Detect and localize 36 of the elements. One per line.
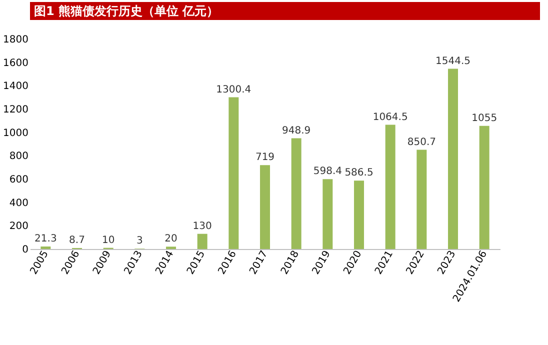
- data-label: 130: [192, 220, 212, 232]
- y-tick-label: 1600: [3, 58, 28, 69]
- y-tick-label: 0: [22, 244, 28, 256]
- bar: [416, 150, 427, 249]
- data-label: 598.4: [313, 166, 342, 178]
- data-label: 21.3: [34, 234, 57, 245]
- data-label: 586.5: [344, 168, 374, 179]
- bar: [354, 180, 364, 249]
- data-label: 1300.4: [216, 84, 252, 96]
- y-tick-label: 1000: [3, 128, 28, 139]
- y-tick-label: 200: [9, 221, 28, 232]
- bar: [228, 97, 239, 249]
- bar: [260, 165, 270, 249]
- data-label: 1064.5: [372, 112, 408, 123]
- y-tick-label: 1400: [3, 81, 28, 92]
- data-label: 948.9: [282, 125, 311, 136]
- bar: [322, 179, 333, 249]
- data-label: 3: [136, 236, 143, 247]
- y-tick-label: 1200: [3, 104, 28, 116]
- data-label: 719: [255, 152, 275, 164]
- y-tick-label: 800: [9, 151, 28, 162]
- y-tick-label: 1800: [3, 34, 28, 46]
- bar: [291, 138, 302, 249]
- data-label: 1055: [472, 112, 498, 124]
- y-tick-label: 400: [9, 198, 28, 209]
- bar: [479, 126, 490, 249]
- bar: [448, 68, 458, 249]
- data-label: 850.7: [407, 136, 436, 148]
- bar: [197, 234, 208, 249]
- chart-title: 图1 熊猫债发行历史（单位 亿元）: [34, 4, 219, 18]
- data-label: 10: [102, 234, 115, 246]
- data-label: 1544.5: [436, 56, 470, 67]
- data-label: 8.7: [69, 234, 85, 246]
- bar: [385, 124, 396, 249]
- y-tick-label: 600: [9, 174, 28, 186]
- data-label: 20: [164, 234, 178, 245]
